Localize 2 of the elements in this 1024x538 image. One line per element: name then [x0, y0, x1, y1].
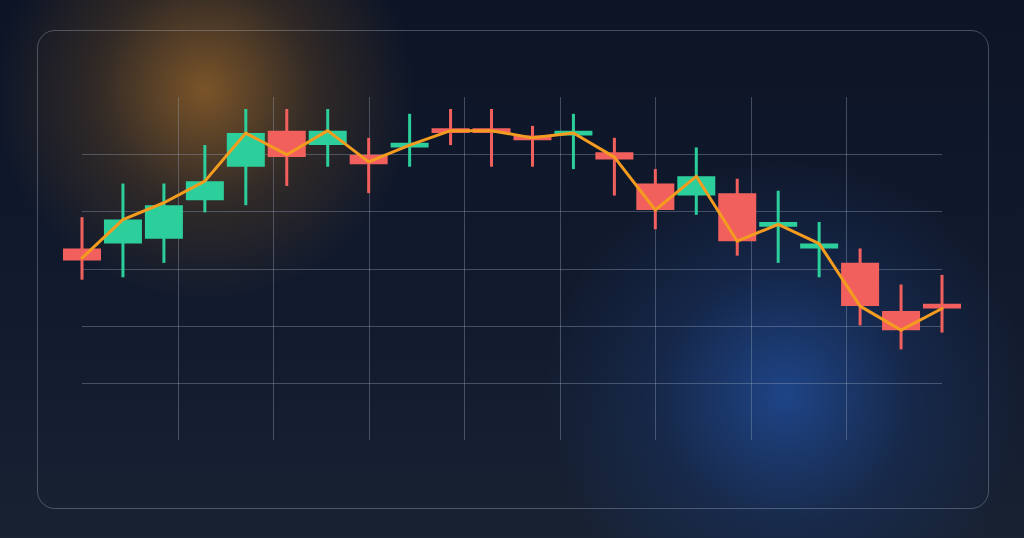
candlestick	[63, 217, 101, 280]
candlestick	[923, 273, 961, 333]
